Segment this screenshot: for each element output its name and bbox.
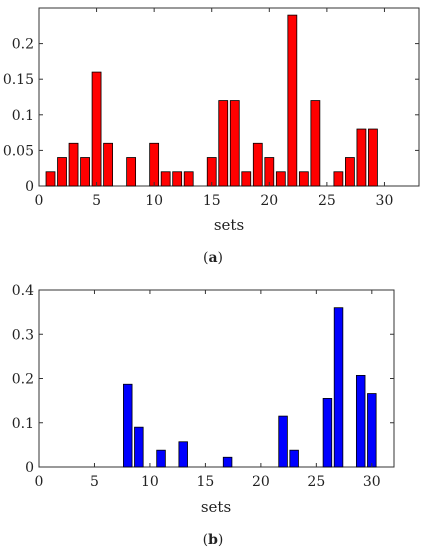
y-tick-label: 0.05 bbox=[3, 143, 34, 159]
bar bbox=[57, 157, 67, 187]
bar bbox=[367, 393, 377, 468]
x-tick-label: 25 bbox=[307, 474, 325, 490]
bar bbox=[126, 157, 137, 187]
bar bbox=[275, 171, 286, 187]
x-tick-label: 25 bbox=[318, 193, 336, 209]
bar bbox=[289, 449, 299, 468]
y-tick-label: 0.2 bbox=[12, 372, 34, 388]
plot-area-a bbox=[38, 7, 420, 187]
y-tick-label: 0.1 bbox=[12, 416, 34, 432]
bar bbox=[229, 100, 240, 187]
panel-label-b: (b) bbox=[203, 532, 224, 548]
bar bbox=[156, 449, 166, 468]
bar bbox=[222, 456, 233, 468]
bar bbox=[345, 157, 355, 187]
bar bbox=[45, 171, 56, 187]
bar bbox=[91, 71, 102, 187]
bar bbox=[68, 142, 79, 187]
x-tick-label: 0 bbox=[35, 193, 44, 209]
bar bbox=[160, 171, 171, 187]
x-tick-label: 0 bbox=[35, 474, 44, 490]
bar bbox=[310, 100, 321, 187]
bar bbox=[80, 157, 90, 187]
y-tick-label: 0.4 bbox=[12, 283, 34, 299]
x-tick-label: 15 bbox=[196, 474, 214, 490]
bar bbox=[287, 14, 298, 187]
bar bbox=[123, 383, 133, 468]
x-axis-b: 0 5 10 15 20 25 30 bbox=[35, 290, 381, 490]
bar bbox=[134, 426, 144, 468]
bar bbox=[298, 171, 309, 187]
bar bbox=[368, 128, 378, 187]
chart-panel-a: 0 5 10 15 20 25 30 0 0.05 0.1 0.15 0.2 sets (a) bbox=[3, 7, 420, 266]
x-tick-label: 10 bbox=[145, 193, 163, 209]
y-tick-label: 0.2 bbox=[12, 37, 34, 53]
x-tick-label: 5 bbox=[90, 474, 99, 490]
x-tick-label: 30 bbox=[376, 193, 394, 209]
bar bbox=[278, 415, 288, 468]
y-tick-label: 0.1 bbox=[12, 108, 34, 124]
bar bbox=[206, 157, 217, 187]
bar bbox=[103, 142, 113, 187]
bar bbox=[322, 398, 333, 468]
bar bbox=[149, 142, 160, 187]
x-tick-label: 30 bbox=[363, 474, 381, 490]
x-tick-label: 10 bbox=[141, 474, 159, 490]
bars-b bbox=[123, 307, 377, 468]
bar bbox=[355, 374, 366, 468]
y-tick-label: 0.3 bbox=[12, 327, 34, 343]
bar bbox=[333, 307, 344, 468]
x-tick-label: 5 bbox=[92, 193, 101, 209]
bar bbox=[264, 157, 275, 187]
x-axis-a: 0 5 10 15 20 25 30 bbox=[35, 8, 394, 209]
bar bbox=[252, 142, 263, 187]
x-tick-label: 15 bbox=[203, 193, 221, 209]
y-axis-b: 0 0.1 0.2 0.3 0.4 bbox=[12, 283, 394, 476]
bar bbox=[356, 128, 367, 187]
bar bbox=[333, 171, 344, 187]
bar bbox=[218, 100, 229, 187]
chart-panel-b: 0 5 10 15 20 25 30 0 0.1 0.2 0.3 0.4 sets (b) bbox=[12, 283, 395, 548]
x-tick-label: 20 bbox=[260, 193, 278, 209]
bar bbox=[178, 441, 188, 468]
bar bbox=[183, 171, 194, 187]
y-tick-label: 0 bbox=[25, 460, 34, 476]
y-tick-label: 0.15 bbox=[3, 72, 34, 88]
y-tick-label: 0 bbox=[25, 179, 34, 195]
x-tick-label: 20 bbox=[252, 474, 270, 490]
panel-label-a: (a) bbox=[203, 250, 223, 266]
x-axis-label-b: sets bbox=[201, 498, 231, 516]
x-axis-label-a: sets bbox=[214, 216, 244, 234]
bar bbox=[241, 171, 252, 187]
y-axis-a: 0 0.05 0.1 0.15 0.2 bbox=[3, 37, 419, 195]
bar bbox=[172, 171, 183, 187]
